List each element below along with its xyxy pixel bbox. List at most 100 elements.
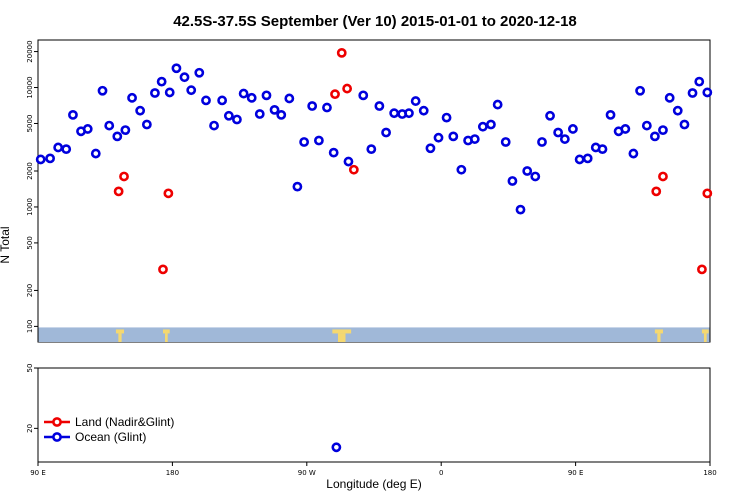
ocean-point: [246, 92, 257, 103]
ocean-point: [568, 124, 578, 134]
land-point: [651, 186, 662, 197]
ocean-point: [664, 92, 675, 103]
land-segment: [332, 329, 352, 334]
ocean-band: [38, 327, 710, 342]
ocean-point: [343, 156, 354, 167]
legend-label: Land (Nadir&Glint): [75, 415, 174, 429]
ocean-point: [35, 154, 46, 165]
x-tick-label: 90 E: [568, 469, 584, 477]
ocean-point: [410, 96, 421, 106]
land-point: [342, 83, 353, 94]
ocean-point: [477, 121, 488, 132]
y-tick-label: 20000: [26, 40, 34, 62]
ocean-point: [456, 164, 467, 175]
ocean-point: [702, 87, 713, 98]
ocean-point: [605, 109, 616, 120]
land-segment: [337, 333, 346, 342]
ocean-point: [254, 109, 265, 119]
x-tick-label: 90 W: [298, 469, 316, 477]
ocean-point: [150, 88, 160, 98]
land-point: [330, 89, 340, 100]
land-segment: [115, 329, 125, 334]
ocean-point: [515, 204, 526, 215]
land-segment: [165, 333, 168, 342]
land-segment: [657, 333, 661, 342]
legend-label: Ocean (Glint): [75, 430, 146, 444]
land-segment: [703, 333, 707, 342]
ocean-point: [112, 131, 123, 142]
y-axis-label: N Total: [0, 226, 12, 263]
y-tick-label: 20: [26, 424, 34, 433]
y-tick-label: 2000: [26, 162, 34, 180]
land-segment: [701, 329, 709, 334]
ocean-point: [276, 109, 287, 120]
y-tick-label: 5000: [26, 115, 34, 133]
ocean-point: [374, 101, 385, 111]
lower-plot-frame: [37, 367, 711, 463]
land-point: [158, 264, 168, 275]
ocean-point: [433, 132, 444, 143]
land-point: [658, 171, 668, 182]
ocean-point: [194, 67, 205, 78]
ocean-point: [331, 442, 342, 453]
ocean-point: [68, 109, 78, 120]
ocean-point: [201, 95, 211, 106]
y-tick-label: 100: [26, 320, 34, 333]
ocean-point: [322, 102, 332, 113]
ocean-point: [381, 127, 391, 138]
ocean-point: [448, 131, 459, 142]
upper-y-axis: 100 200 500 1000 2000 5000 10000 20000: [26, 40, 38, 333]
ocean-point: [687, 88, 698, 98]
y-tick-label: 500: [26, 236, 34, 249]
ocean-point: [530, 171, 541, 182]
ocean-point: [418, 105, 429, 116]
ocean-point: [641, 120, 652, 131]
ocean-point: [425, 143, 436, 154]
legend-marker: [52, 432, 62, 442]
legend: Land (Nadir&Glint)Ocean (Glint): [44, 415, 174, 444]
land-point: [702, 188, 713, 199]
ocean-point: [620, 124, 631, 134]
y-tick-label: 1000: [26, 198, 34, 216]
ocean-point: [366, 144, 377, 155]
ocean-point: [120, 125, 131, 136]
ocean-point: [672, 105, 683, 116]
ocean-point: [486, 119, 496, 130]
ocean-point: [135, 105, 146, 116]
ocean-point: [156, 76, 167, 87]
x-tick-label: 90 E: [30, 469, 46, 477]
land-point: [697, 264, 707, 275]
y-tick-label: 200: [26, 284, 34, 297]
ocean-point: [389, 108, 400, 119]
ocean-point: [299, 137, 310, 147]
ocean-point: [545, 110, 555, 121]
land-point: [113, 186, 124, 197]
ocean-point: [127, 92, 137, 103]
ocean-point: [53, 142, 64, 153]
ocean-point: [694, 76, 705, 87]
ocean-point: [261, 90, 272, 101]
legend-marker: [52, 417, 62, 427]
ocean-point: [269, 104, 280, 115]
ocean-point: [217, 95, 228, 106]
land-segment: [118, 333, 122, 342]
ocean-point: [141, 119, 152, 130]
ocean-point: [292, 181, 303, 192]
ocean-point: [328, 147, 339, 158]
x-axis-label: Longitude (deg E): [326, 477, 421, 491]
y-tick-label: 50: [26, 364, 34, 373]
x-tick-label: 180: [166, 469, 179, 477]
ocean-point: [649, 131, 660, 142]
ocean-point: [500, 137, 511, 147]
ocean-point: [553, 127, 564, 138]
ocean-point: [492, 99, 503, 110]
ocean-point: [679, 119, 690, 130]
ocean-point: [179, 72, 190, 83]
x-axis: 90 E 180 90 W 0 90 E 180: [30, 462, 717, 477]
land-point: [163, 188, 174, 199]
data-points: [35, 47, 713, 453]
ocean-point: [307, 101, 318, 111]
ocean-point: [90, 148, 101, 159]
ocean-point: [582, 153, 593, 164]
